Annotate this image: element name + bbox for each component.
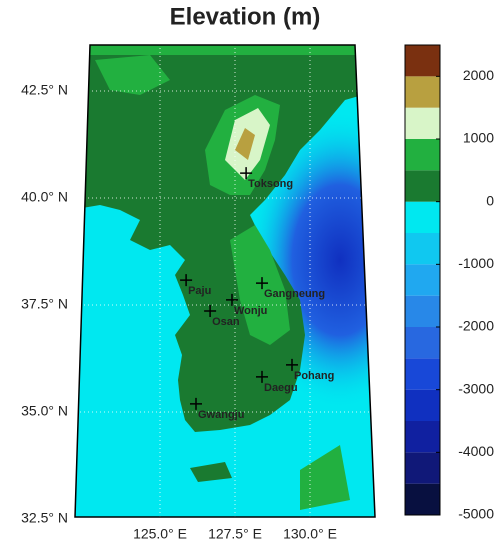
colorbar-bin: [405, 170, 440, 202]
jeju: [190, 462, 232, 482]
station-marker: [256, 277, 268, 290]
peaks: [235, 128, 255, 160]
colorbar-bin: [405, 107, 440, 139]
colorbar-bin: [405, 76, 440, 108]
station-marker: [256, 370, 268, 383]
colorbar-frame: [404, 44, 441, 516]
colorbar-label: -1000: [458, 255, 494, 271]
station-marker: [286, 358, 298, 371]
lon-label: 130.0° E: [283, 526, 337, 542]
colorbar-label: 0: [486, 192, 494, 208]
colorbar-label: 1000: [463, 130, 494, 146]
colorbar-bin: [405, 483, 440, 515]
station-marker: [180, 274, 193, 287]
station-label: Toksong: [248, 178, 293, 190]
taebaek-range: [230, 225, 290, 345]
colorbar-bin: [405, 295, 440, 327]
colorbar-bin: [405, 201, 440, 233]
colorbar-bin: [405, 358, 440, 390]
station-marker: [226, 293, 238, 306]
lon-label: 127.5° E: [208, 526, 262, 542]
lat-label: 40.0° N: [21, 189, 68, 205]
colorbar-label: -3000: [458, 380, 494, 396]
colorbar-bin: [405, 264, 440, 296]
station-label: Gangneung: [264, 288, 325, 300]
title: Elevation (m): [170, 3, 321, 30]
colorbar-bin: [405, 452, 440, 484]
lat-label: 32.5° N: [21, 510, 68, 526]
colorbar-label: -4000: [458, 443, 494, 459]
lat-label: 37.5° N: [21, 296, 68, 312]
station-marker: [190, 397, 202, 410]
station-label: Pohang: [294, 370, 334, 382]
colorbar-bin: [405, 421, 440, 453]
colorbar-label: 2000: [463, 67, 494, 83]
colorbar-bin: [405, 45, 440, 77]
colorbar-label: -5000: [458, 506, 494, 522]
station-label: Daegu: [264, 382, 298, 394]
colorbar-bin: [405, 389, 440, 421]
colorbar-bin: [405, 139, 440, 171]
colorbar-bin: [405, 233, 440, 265]
lat-label: 42.5° N: [21, 82, 68, 98]
colorbar-label: -2000: [458, 318, 494, 334]
station-label: Paju: [188, 285, 211, 297]
colorbar-bin: [405, 327, 440, 359]
station-label: Gwangju: [198, 409, 244, 421]
station-marker: [204, 304, 217, 317]
lat-label: 35.0° N: [21, 403, 68, 419]
land: [75, 45, 375, 432]
station-label: Wonju: [234, 305, 267, 317]
lon-label: 125.0° E: [133, 526, 187, 542]
map-frame: [74, 44, 376, 518]
map-area: [75, 45, 375, 517]
station-label: Osan: [212, 316, 240, 328]
station-marker: [240, 167, 253, 180]
